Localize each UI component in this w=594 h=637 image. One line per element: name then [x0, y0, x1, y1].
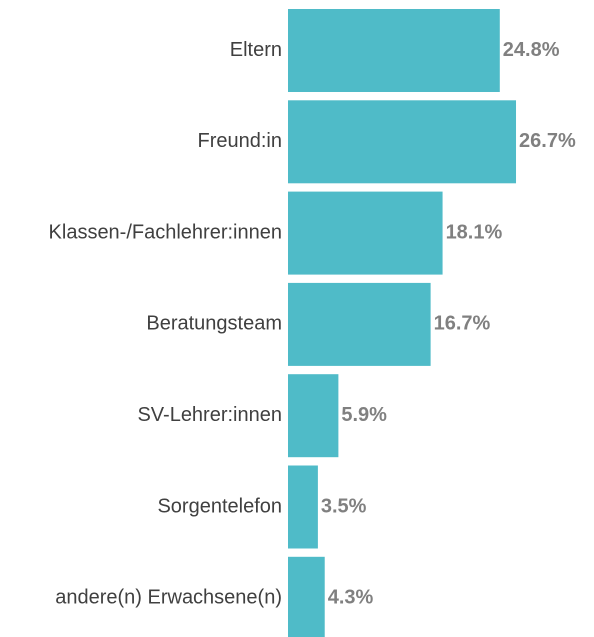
- category-label: Eltern: [230, 39, 282, 61]
- bar: [288, 9, 500, 92]
- bar: [288, 465, 318, 549]
- category-label: Sorgentelefon: [157, 495, 282, 517]
- bar: [288, 282, 431, 366]
- value-label: 18.1%: [446, 221, 503, 243]
- value-label: 5.9%: [341, 404, 387, 426]
- bar: [288, 191, 443, 275]
- bar: [288, 374, 339, 458]
- value-label: 26.7%: [519, 130, 576, 152]
- bar: [288, 556, 325, 637]
- category-label: SV-Lehrer:innen: [137, 404, 282, 426]
- value-label: 4.3%: [328, 587, 374, 609]
- category-label: andere(n) Erwachsene(n): [55, 587, 282, 609]
- bar: [288, 100, 517, 184]
- value-label: 16.7%: [434, 313, 491, 335]
- category-label: Beratungsteam: [146, 313, 282, 335]
- value-label: 24.8%: [503, 39, 560, 61]
- value-label: 3.5%: [321, 495, 367, 517]
- category-label: Klassen-/Fachlehrer:innen: [49, 221, 282, 243]
- category-label: Freund:in: [198, 130, 283, 152]
